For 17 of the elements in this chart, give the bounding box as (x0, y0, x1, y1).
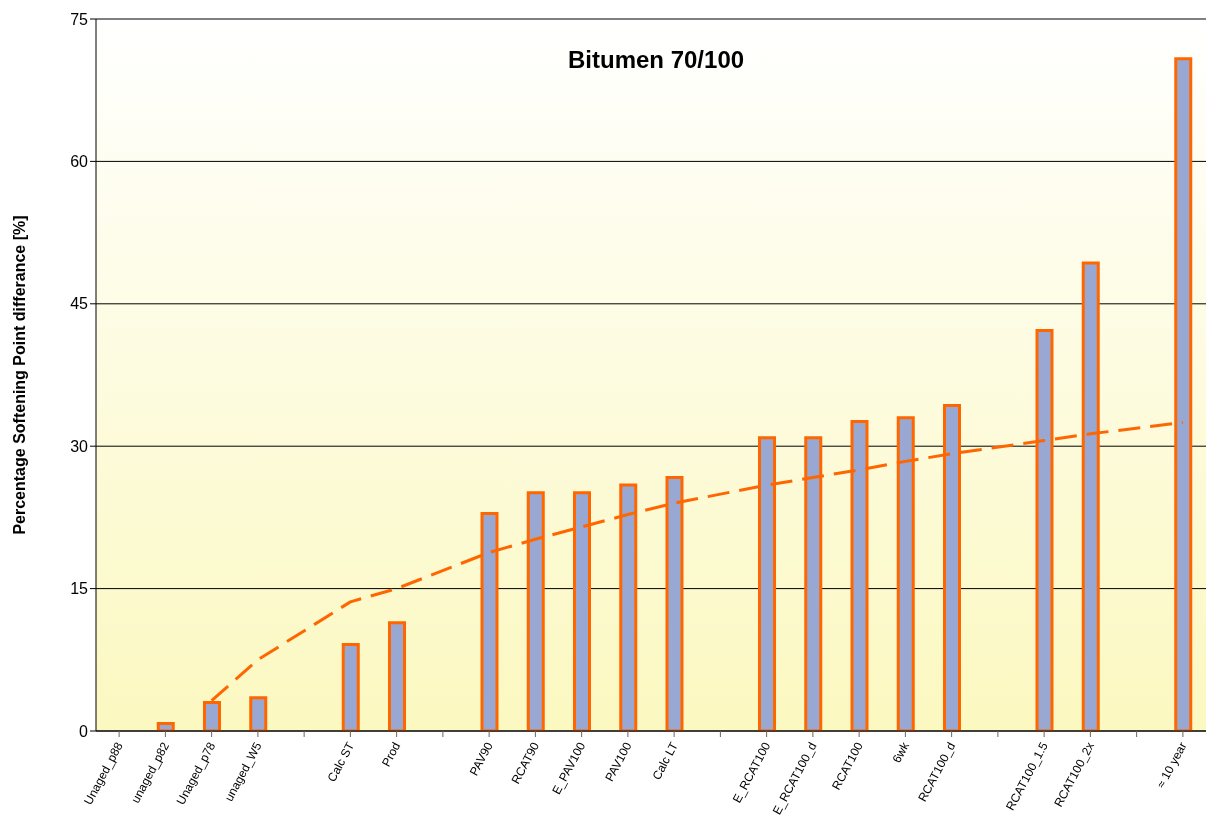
y-tick-label: 30 (70, 437, 89, 455)
x-tick-label: 6wk (889, 738, 913, 766)
y-tick-label: 60 (70, 153, 89, 171)
bar (156, 721, 175, 731)
text: Bitumen 70/100 (568, 46, 745, 74)
x-tick-label: Calc LT (649, 739, 682, 783)
y-tick-label: 0 (79, 722, 89, 740)
x-tick-label: Prod (379, 739, 404, 769)
bar (388, 621, 406, 731)
x-tick-label: Calc ST (324, 739, 358, 785)
y-tick-label: 15 (70, 580, 89, 598)
x-tick-label: ≈ 10 year (1153, 739, 1190, 791)
y-tick-label: 75 (70, 10, 89, 28)
bar (341, 643, 360, 731)
y-axis-title: Percentage Softening Point differance [%] (10, 215, 28, 535)
bar (249, 696, 268, 731)
y-tick-label: 45 (70, 295, 89, 313)
